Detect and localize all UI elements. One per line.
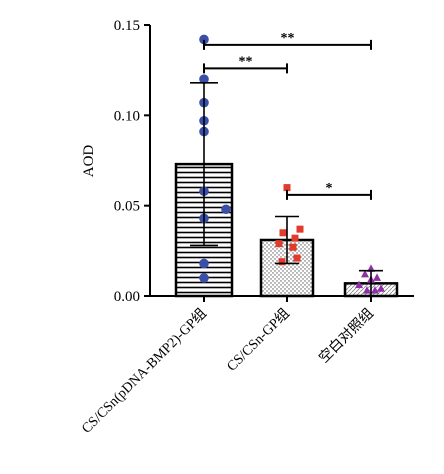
y-axis-title: AOD <box>81 145 97 178</box>
data-point <box>363 286 371 294</box>
x-tick-label: CS/CSn(pDNA-BMP2)-GP组 <box>79 306 210 437</box>
data-point <box>275 240 283 248</box>
data-point <box>371 286 379 294</box>
x-tick-label: 空白对照组 <box>316 306 377 367</box>
data-point <box>373 273 381 281</box>
significance-label: * <box>326 181 333 196</box>
data-point <box>355 280 363 289</box>
y-tick-label: 0.10 <box>114 108 140 124</box>
data-point <box>199 258 209 269</box>
data-point <box>296 225 304 233</box>
y-axis: 0.00 0.05 0.10 0.15 <box>114 18 151 305</box>
error-bars <box>190 82 383 296</box>
y-tick-label: 0.15 <box>114 18 140 34</box>
data-point <box>293 254 301 262</box>
significance-label: ** <box>281 31 295 46</box>
data-point <box>361 269 369 278</box>
data-point <box>279 229 287 237</box>
significance-bracket <box>203 39 372 50</box>
data-point <box>283 184 291 192</box>
significance-bracket <box>203 63 288 74</box>
data-point <box>377 284 385 292</box>
significance-bracket <box>286 189 372 200</box>
x-tick-label: CS/CSn-GP组 <box>224 306 293 375</box>
data-point <box>221 204 231 215</box>
significance-brackets: ***** <box>203 31 372 200</box>
data-point <box>278 258 286 266</box>
significance-label: ** <box>239 54 253 69</box>
y-tick-label: 0.05 <box>114 199 140 215</box>
y-tick-label: 0.00 <box>114 289 140 305</box>
data-point <box>199 74 209 84</box>
data-point <box>291 234 299 242</box>
x-axis: CS/CSn(pDNA-BMP2)-GP组 CS/CSn-GP组 空白对照组 <box>79 295 414 437</box>
data-point <box>289 243 297 251</box>
data-point <box>199 273 209 283</box>
data-point <box>199 34 209 45</box>
